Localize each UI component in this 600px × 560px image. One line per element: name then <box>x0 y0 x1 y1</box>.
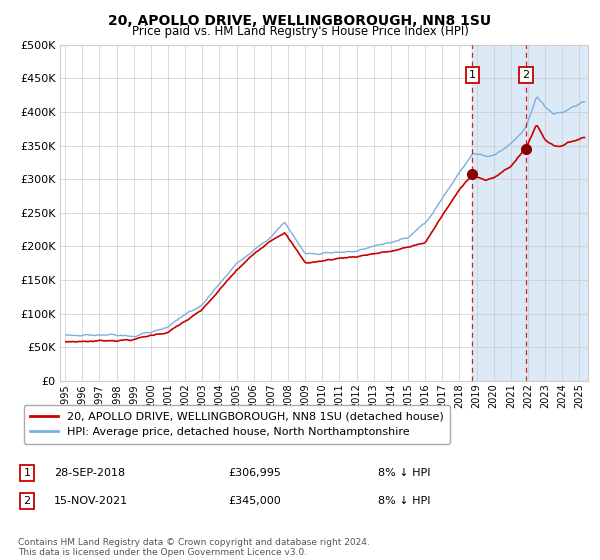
Text: Contains HM Land Registry data © Crown copyright and database right 2024.
This d: Contains HM Land Registry data © Crown c… <box>18 538 370 557</box>
Text: 1: 1 <box>469 70 476 80</box>
Text: Price paid vs. HM Land Registry's House Price Index (HPI): Price paid vs. HM Land Registry's House … <box>131 25 469 38</box>
Text: 28-SEP-2018: 28-SEP-2018 <box>54 468 125 478</box>
Text: 8% ↓ HPI: 8% ↓ HPI <box>378 468 431 478</box>
Bar <box>472 45 588 381</box>
Text: 1: 1 <box>23 468 31 478</box>
Text: £306,995: £306,995 <box>228 468 281 478</box>
Text: 15-NOV-2021: 15-NOV-2021 <box>54 496 128 506</box>
Legend: 20, APOLLO DRIVE, WELLINGBOROUGH, NN8 1SU (detached house), HPI: Average price, : 20, APOLLO DRIVE, WELLINGBOROUGH, NN8 1S… <box>23 405 451 444</box>
Text: 2: 2 <box>523 70 530 80</box>
Text: 20, APOLLO DRIVE, WELLINGBOROUGH, NN8 1SU: 20, APOLLO DRIVE, WELLINGBOROUGH, NN8 1S… <box>109 14 491 28</box>
Text: 2: 2 <box>23 496 31 506</box>
Text: £345,000: £345,000 <box>228 496 281 506</box>
Text: 8% ↓ HPI: 8% ↓ HPI <box>378 496 431 506</box>
